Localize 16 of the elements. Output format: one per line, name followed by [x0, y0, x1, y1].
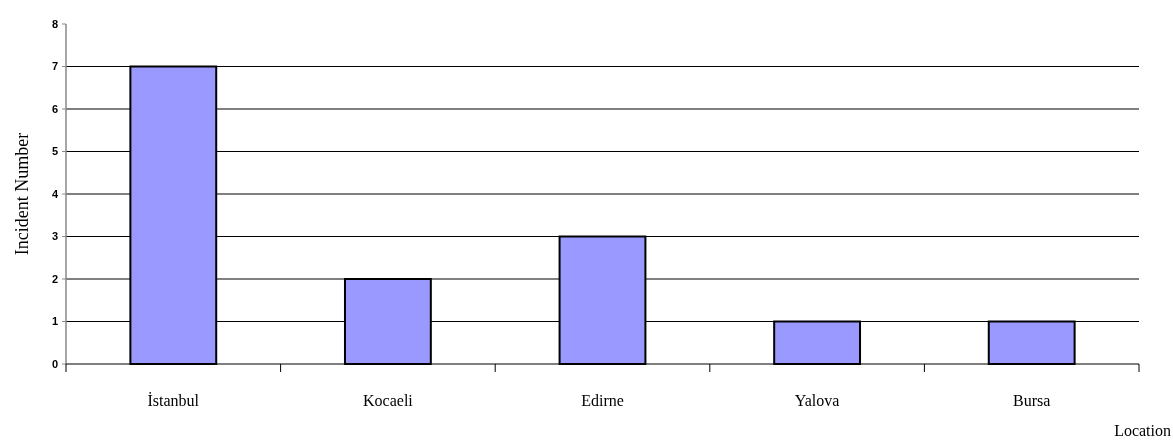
x-tick-label: Yalova — [794, 392, 840, 409]
y-tick-label: 7 — [51, 60, 58, 73]
y-tick-label: 6 — [51, 102, 58, 115]
y-axis-title: Incident Number — [12, 132, 32, 256]
y-tick-label: 1 — [51, 315, 58, 328]
y-tick-label: 0 — [51, 357, 58, 370]
y-tick-label: 4 — [51, 187, 59, 200]
y-tick-label: 3 — [51, 230, 58, 243]
x-tick-label: İstanbul — [147, 392, 200, 409]
y-tick-label: 8 — [51, 17, 58, 30]
x-axis-title: Location — [1114, 422, 1171, 439]
x-tick-label: Edirne — [581, 392, 624, 409]
y-tick-label: 5 — [51, 145, 58, 158]
x-tick-label: Bursa — [1013, 392, 1051, 409]
y-tick-label: 2 — [51, 272, 58, 285]
x-tick-label: Kocaeli — [363, 392, 414, 409]
